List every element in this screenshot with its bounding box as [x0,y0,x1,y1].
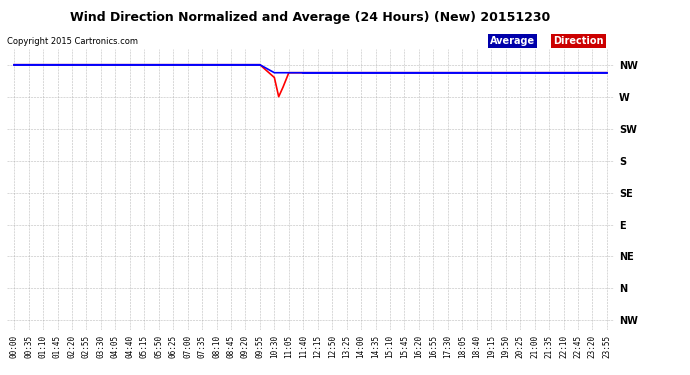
Text: Average: Average [490,36,535,46]
Text: Direction: Direction [553,36,604,46]
Text: Wind Direction Normalized and Average (24 Hours) (New) 20151230: Wind Direction Normalized and Average (2… [70,11,551,24]
Text: Copyright 2015 Cartronics.com: Copyright 2015 Cartronics.com [7,38,138,46]
